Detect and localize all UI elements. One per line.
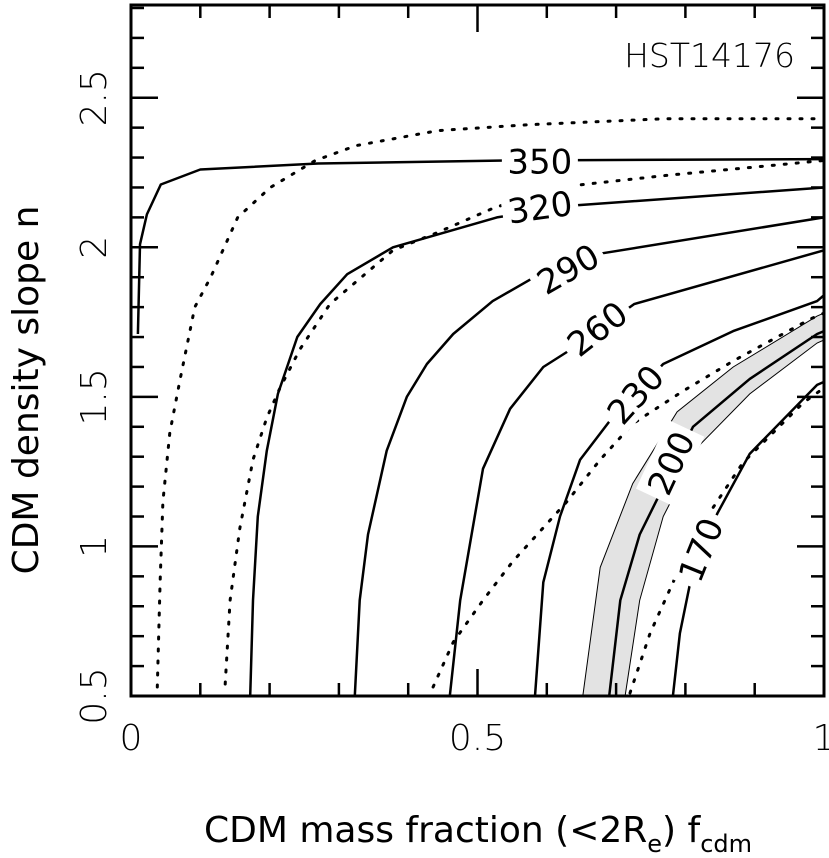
contour-label-background bbox=[667, 506, 733, 593]
contour-170 bbox=[671, 380, 825, 697]
contour-260 bbox=[448, 249, 825, 697]
x-tick-label: 0 bbox=[120, 718, 143, 759]
contour-200 bbox=[607, 329, 825, 697]
x-axis-label-main: CDM mass fraction (<2R bbox=[204, 810, 647, 851]
contour-350 bbox=[136, 157, 825, 335]
y-tick-label: 0.5 bbox=[74, 667, 115, 724]
contour-label-background bbox=[554, 288, 639, 368]
dotted-contour-4 bbox=[628, 386, 826, 695]
dotted-contour-2 bbox=[223, 159, 826, 686]
x-tick-label: 0.5 bbox=[449, 718, 506, 759]
contour-label-group-320: 320 bbox=[499, 181, 581, 233]
contour-label-group-350: 350 bbox=[501, 140, 578, 183]
y-tick-label: 2.5 bbox=[74, 69, 115, 126]
confidence-band-200 bbox=[582, 313, 824, 696]
contour-label-group-260: 260 bbox=[554, 288, 639, 368]
contour-label-group-290: 290 bbox=[524, 231, 611, 305]
x-tick-label: 1 bbox=[813, 718, 829, 759]
y-axis-label: CDM density slope n bbox=[6, 206, 47, 575]
chart-title: HST14176 bbox=[624, 36, 795, 75]
x-axis-label-sub-cdm: cdm bbox=[700, 830, 752, 858]
contour-label-background bbox=[635, 419, 705, 506]
contour-label-background bbox=[499, 181, 581, 232]
contour-label-background bbox=[594, 352, 676, 436]
dotted-contour-1 bbox=[155, 117, 826, 689]
contour-label-170: 170 bbox=[671, 513, 732, 588]
contour-label-background bbox=[501, 140, 578, 181]
contour-label-group-170: 170 bbox=[667, 506, 733, 593]
plot-frame bbox=[129, 3, 826, 698]
contour-290 bbox=[353, 216, 825, 697]
contour-label-350: 350 bbox=[507, 143, 572, 183]
x-axis-label-sub-e: e bbox=[647, 830, 662, 858]
contour-label-background bbox=[524, 231, 611, 305]
y-tick-label: 1.5 bbox=[74, 368, 115, 425]
plot-area bbox=[136, 117, 826, 697]
band-edge-lower bbox=[582, 312, 825, 697]
axis-ticks: 0 0.5 10.511.522.5 bbox=[74, 5, 829, 759]
x-axis-label: CDM mass fraction (<2Re) fcdm bbox=[204, 810, 752, 858]
y-tick-label: 1 bbox=[74, 535, 115, 558]
y-tick-label: 2 bbox=[74, 236, 115, 259]
contour-label-320: 320 bbox=[505, 184, 575, 233]
x-axis-label-mid: ) f bbox=[662, 810, 701, 851]
